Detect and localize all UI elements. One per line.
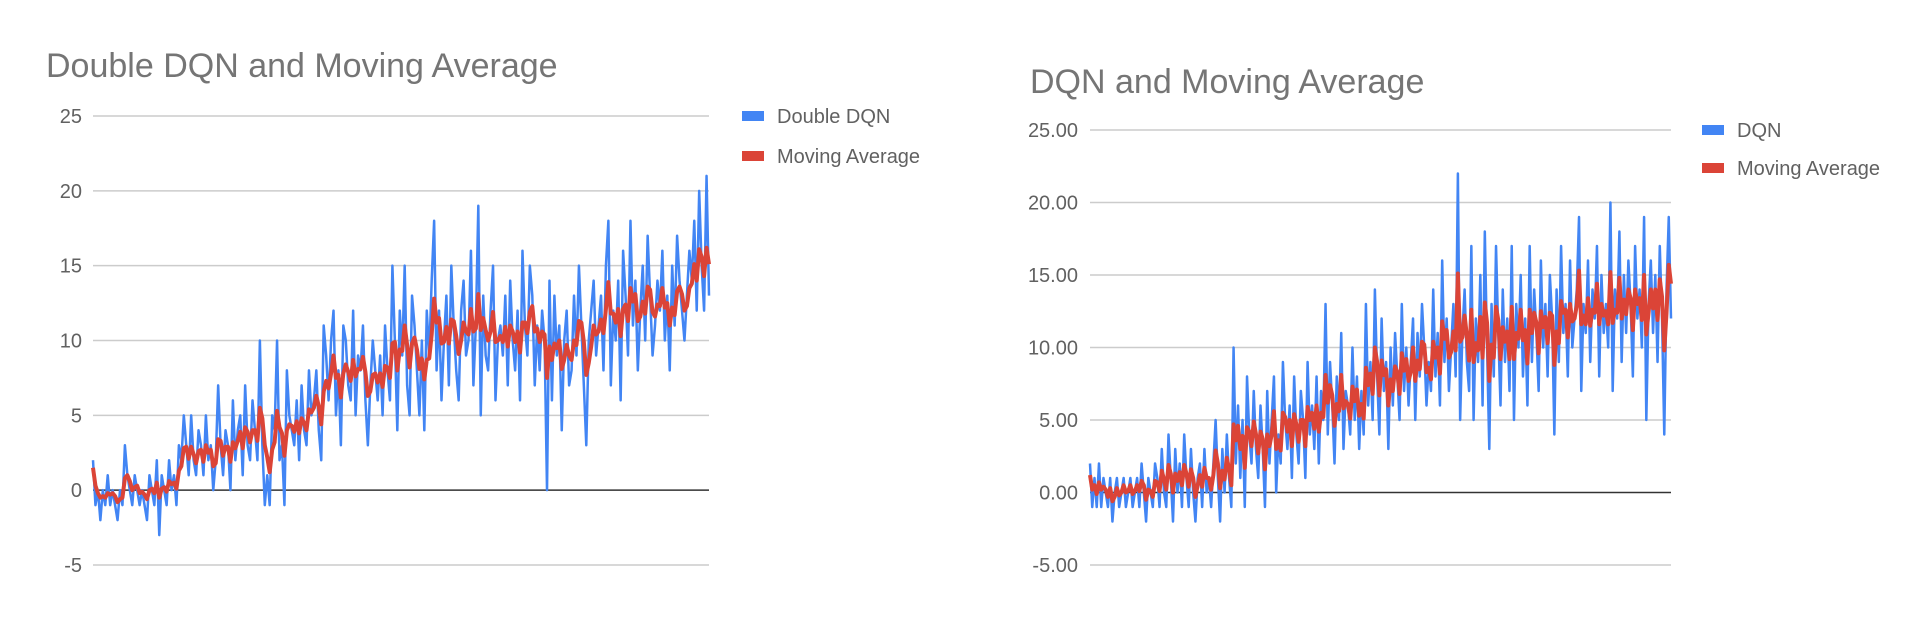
y-tick-label: -5.00 — [1032, 555, 1078, 577]
y-tick-label: 0 — [71, 480, 82, 502]
series-layer — [91, 174, 711, 537]
legend: Double DQN Moving Average — [742, 106, 920, 168]
y-tick-label: 10.00 — [1028, 338, 1078, 360]
y-tick-label: 25 — [60, 106, 82, 128]
series-line-moving-average — [1088, 262, 1673, 504]
chart-title: DQN and Moving Average — [1030, 63, 1424, 101]
series-layer — [1088, 172, 1673, 523]
legend-label: DQN — [1737, 120, 1781, 142]
legend-swatch — [742, 111, 764, 121]
legend: DQN Moving Average — [1702, 120, 1880, 180]
legend-label: Moving Average — [1737, 158, 1880, 180]
chart-title: Double DQN and Moving Average — [46, 47, 558, 85]
y-axis-ticks: 25 20 15 10 5 0 -5 — [60, 106, 82, 577]
gridlines — [93, 115, 709, 566]
y-tick-label: -5 — [64, 555, 82, 577]
chart-dqn: DQN and Moving Average 25.00 20.00 15.00 10… — [1028, 63, 1880, 577]
y-tick-label: 5 — [71, 405, 82, 427]
y-tick-label: 20.00 — [1028, 193, 1078, 215]
legend-label: Moving Average — [777, 146, 920, 168]
y-tick-label: 15 — [60, 256, 82, 278]
series-line-double-dqn — [91, 174, 711, 537]
y-axis-ticks: 25.00 20.00 15.00 10.00 5.00 0.00 -5.00 — [1028, 120, 1078, 577]
legend-label: Double DQN — [777, 106, 890, 128]
y-tick-label: 10 — [60, 331, 82, 353]
y-tick-label: 25.00 — [1028, 120, 1078, 142]
y-tick-label: 15.00 — [1028, 265, 1078, 287]
legend-swatch — [742, 151, 764, 161]
legend-swatch — [1702, 125, 1724, 135]
legend-swatch — [1702, 163, 1724, 173]
y-tick-label: 0.00 — [1039, 483, 1078, 505]
y-tick-label: 20 — [60, 181, 82, 203]
series-line-moving-average — [91, 245, 711, 505]
chart-double-dqn: Double DQN and Moving Average 25 20 15 10 5 0… — [46, 47, 920, 577]
y-tick-label: 5.00 — [1039, 410, 1078, 432]
